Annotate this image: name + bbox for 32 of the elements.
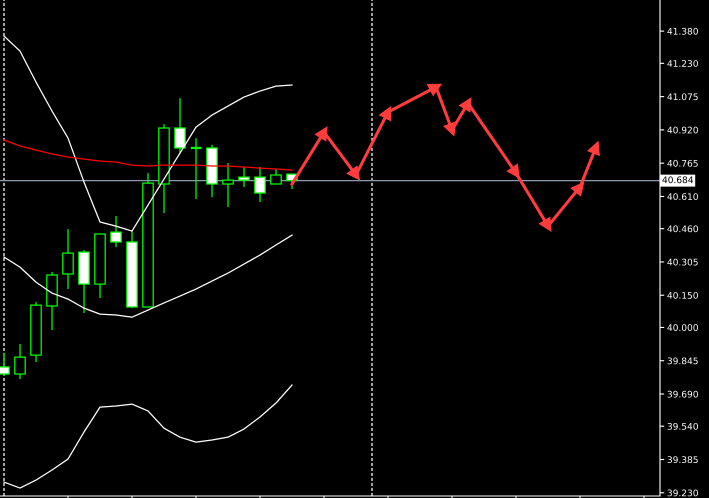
candlestick — [206, 144, 218, 198]
line-series — [3, 139, 293, 171]
y-tick-label: 39.690 — [668, 390, 698, 398]
candlestick — [94, 233, 106, 299]
candlestick — [190, 137, 202, 200]
y-tick-label: 40.460 — [667, 225, 698, 232]
candlestick — [142, 172, 154, 308]
y-tick-label: 40.150 — [667, 292, 698, 299]
y-tick-label: 40.920 — [667, 126, 698, 134]
y-tick-label: 39.230 — [668, 490, 698, 496]
candlestick — [174, 98, 186, 155]
candlestick — [30, 301, 42, 363]
ref-line-label: 40.684 — [662, 176, 694, 184]
y-tick-label: 39.845 — [668, 357, 698, 364]
candlestick — [270, 168, 282, 185]
candlestick — [78, 250, 90, 314]
candlestick — [158, 123, 170, 214]
y-tick-label: 40.610 — [667, 193, 698, 200]
y-tick-label: 40.765 — [667, 160, 698, 167]
y-tick-label: 40.305 — [667, 258, 698, 266]
y-tick-label: 41.230 — [667, 60, 698, 67]
y-tick-label: 39.385 — [668, 456, 698, 464]
y-tick-label: 41.380 — [667, 28, 698, 35]
y-tick-label: 39.540 — [668, 422, 698, 430]
candlestick — [254, 166, 266, 203]
candlestick — [238, 166, 250, 188]
candlestick — [46, 271, 58, 331]
y-tick-label: 40.000 — [667, 324, 698, 332]
y-tick-label: 41.075 — [667, 93, 698, 100]
candlestick — [14, 343, 26, 380]
candlestick — [62, 228, 74, 290]
candlestick — [222, 162, 234, 208]
